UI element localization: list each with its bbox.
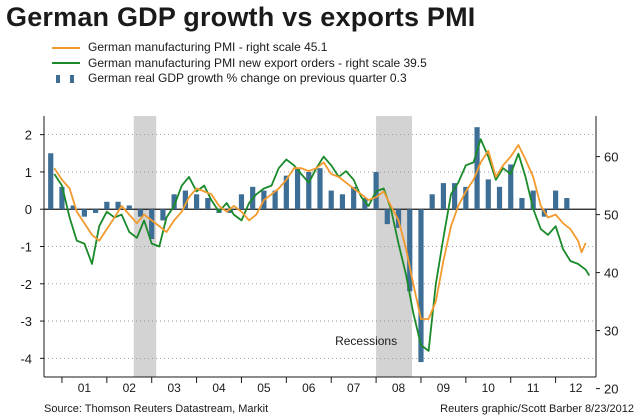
recession-label: Recessions	[335, 334, 397, 348]
left-tick-label: 0	[25, 202, 32, 217]
gdp-bar-7	[126, 205, 132, 210]
gdp-bar-41	[508, 164, 514, 210]
right-tick-label: 60	[604, 150, 618, 165]
left-tick-label: -3	[20, 314, 32, 329]
axes	[40, 116, 600, 390]
x-tick-label: 07	[347, 381, 361, 395]
x-tick-label: 10	[482, 381, 496, 395]
legend-label-pmi: German manufacturing PMI - right scale 4…	[88, 40, 328, 54]
x-tick-label: 05	[257, 381, 271, 395]
gdp-bar-46	[564, 198, 570, 210]
legend-label-export: German manufacturing PMI new export orde…	[88, 55, 427, 70]
gdp-bar-22	[294, 168, 301, 210]
legend: German manufacturing PMI - right scale 4…	[52, 40, 427, 87]
gdp-bar-0	[48, 153, 54, 210]
gdp-bar-34	[429, 194, 435, 210]
gdp-bar-9	[149, 209, 155, 240]
right-tick-label: 30	[604, 324, 618, 339]
legend-label-gdp: German real GDP growth % change on previ…	[88, 71, 407, 85]
gdp-bars	[48, 127, 570, 363]
gdp-bar-11	[171, 194, 177, 210]
gdp-bar-24	[317, 168, 323, 210]
x-tick-label: 01	[78, 381, 92, 395]
gdp-bar-13	[193, 194, 200, 210]
gdp-bar-26	[339, 194, 346, 210]
gdp-bar-4	[93, 209, 99, 213]
gdp-bar-14	[205, 198, 211, 210]
x-tick-label: 09	[437, 381, 451, 395]
x-tick-label: 06	[302, 381, 316, 395]
gdp-bar-3	[81, 209, 87, 217]
left-tick-label: 2	[25, 128, 32, 143]
gdp-bar-2	[70, 205, 76, 210]
gdp-bar-6	[115, 201, 121, 210]
gdp-bar-33	[418, 209, 424, 363]
right-tick-label: 20	[604, 382, 618, 397]
gdp-bar-5	[104, 201, 110, 210]
gdp-bar-23	[306, 171, 312, 210]
gdp-bar-25	[328, 190, 334, 210]
x-tick-label: 04	[212, 381, 226, 395]
gdp-bar-32	[407, 209, 413, 292]
gdp-bar-30	[384, 209, 390, 225]
left-tick-label: -1	[20, 240, 32, 255]
gdp-bar-35	[440, 183, 447, 210]
gdp-bar-42	[519, 198, 525, 210]
gdp-bar-10	[160, 209, 166, 221]
pmi-lines	[53, 138, 591, 352]
gdp-bar-38	[474, 127, 480, 210]
legend-item-export: German manufacturing PMI new export orde…	[52, 56, 427, 72]
x-tick-label: 11	[527, 381, 540, 395]
gdp-bar-39	[485, 179, 491, 210]
gdp-bar-43	[530, 190, 536, 210]
chart-title: German GDP growth vs exports PMI	[6, 2, 476, 32]
legend-swatch-gdp	[52, 74, 80, 84]
gdp-bar-37	[463, 186, 469, 210]
export-orders-line	[53, 138, 591, 352]
x-tick-label: 08	[392, 381, 406, 395]
gdp-bar-27	[351, 186, 357, 210]
gdp-bar-16	[227, 209, 233, 213]
gdp-bar-17	[238, 194, 245, 210]
legend-item-pmi: German manufacturing PMI - right scale 4…	[52, 40, 427, 56]
gdp-bar-45	[553, 190, 559, 210]
gdp-bar-28	[362, 198, 368, 210]
left-tick-label: -4	[20, 351, 32, 366]
left-tick-label: 1	[25, 165, 32, 180]
gdp-bar-36	[452, 183, 458, 210]
pmi-line	[53, 144, 587, 320]
gdp-bar-21	[283, 175, 289, 210]
right-tick-label: 40	[604, 266, 618, 281]
legend-item-gdp: German real GDP growth % change on previ…	[52, 71, 427, 87]
legend-swatch-pmi	[52, 43, 80, 53]
right-tick-label: 50	[604, 208, 618, 223]
gdp-bar-1	[59, 186, 65, 210]
x-tick-label: 03	[167, 381, 181, 395]
x-tick-label: 02	[123, 381, 137, 395]
x-tick-label: 12	[569, 381, 583, 395]
gdp-bar-12	[182, 190, 188, 210]
legend-swatch-export	[52, 58, 80, 68]
source-note: Source: Thomson Reuters Datastream, Mark…	[44, 403, 269, 415]
gdp-bar-8	[137, 209, 144, 217]
left-tick-label: -2	[20, 277, 32, 292]
credit-note: Reuters graphic/Scott Barber 8/23/2012	[440, 403, 634, 415]
gdp-bar-20	[272, 190, 278, 210]
gdp-bar-40	[496, 186, 503, 210]
